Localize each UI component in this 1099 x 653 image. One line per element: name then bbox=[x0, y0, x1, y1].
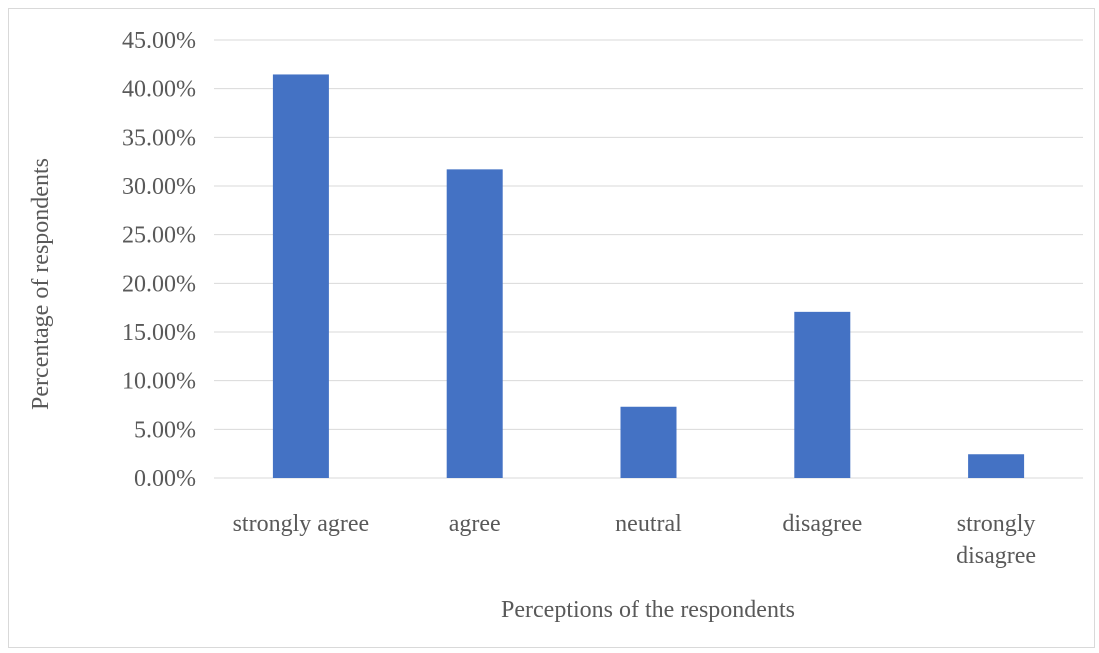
y-axis-ticks: 0.00% 5.00% 10.00% 15.00% 20.00% 25.00% 30.00%… bbox=[122, 28, 196, 492]
y-tick-label: 5.00% bbox=[134, 417, 196, 443]
bar bbox=[620, 406, 677, 478]
y-tick-label: 20.00% bbox=[122, 271, 196, 297]
x-axis-title: Perceptions of the respondents bbox=[501, 597, 795, 623]
x-category-label: strongly agree bbox=[233, 511, 370, 537]
bars bbox=[272, 74, 1025, 479]
y-tick-label: 45.00% bbox=[122, 28, 196, 54]
bar bbox=[446, 169, 503, 478]
y-tick-label: 10.00% bbox=[122, 369, 196, 395]
x-category-label: strongly disagree bbox=[956, 511, 1036, 569]
y-axis-title: Percentage of respondents bbox=[28, 158, 54, 410]
x-category-label: disagree bbox=[782, 511, 862, 537]
y-tick-label: 30.00% bbox=[122, 174, 196, 200]
gridlines bbox=[214, 39, 1083, 479]
bar bbox=[794, 311, 851, 478]
x-axis-categories: strongly agree agree neutral disagree strong… bbox=[233, 511, 1036, 569]
bar bbox=[968, 454, 1025, 478]
y-tick-label: 15.00% bbox=[122, 320, 196, 346]
y-tick-label: 35.00% bbox=[122, 125, 196, 151]
x-category-label: neutral bbox=[615, 511, 682, 537]
y-tick-label: 40.00% bbox=[122, 77, 196, 103]
x-category-label: agree bbox=[449, 511, 501, 537]
y-tick-label: 0.00% bbox=[134, 466, 196, 492]
chart-frame bbox=[8, 8, 1095, 648]
bar bbox=[272, 74, 329, 479]
y-tick-label: 25.00% bbox=[122, 223, 196, 249]
